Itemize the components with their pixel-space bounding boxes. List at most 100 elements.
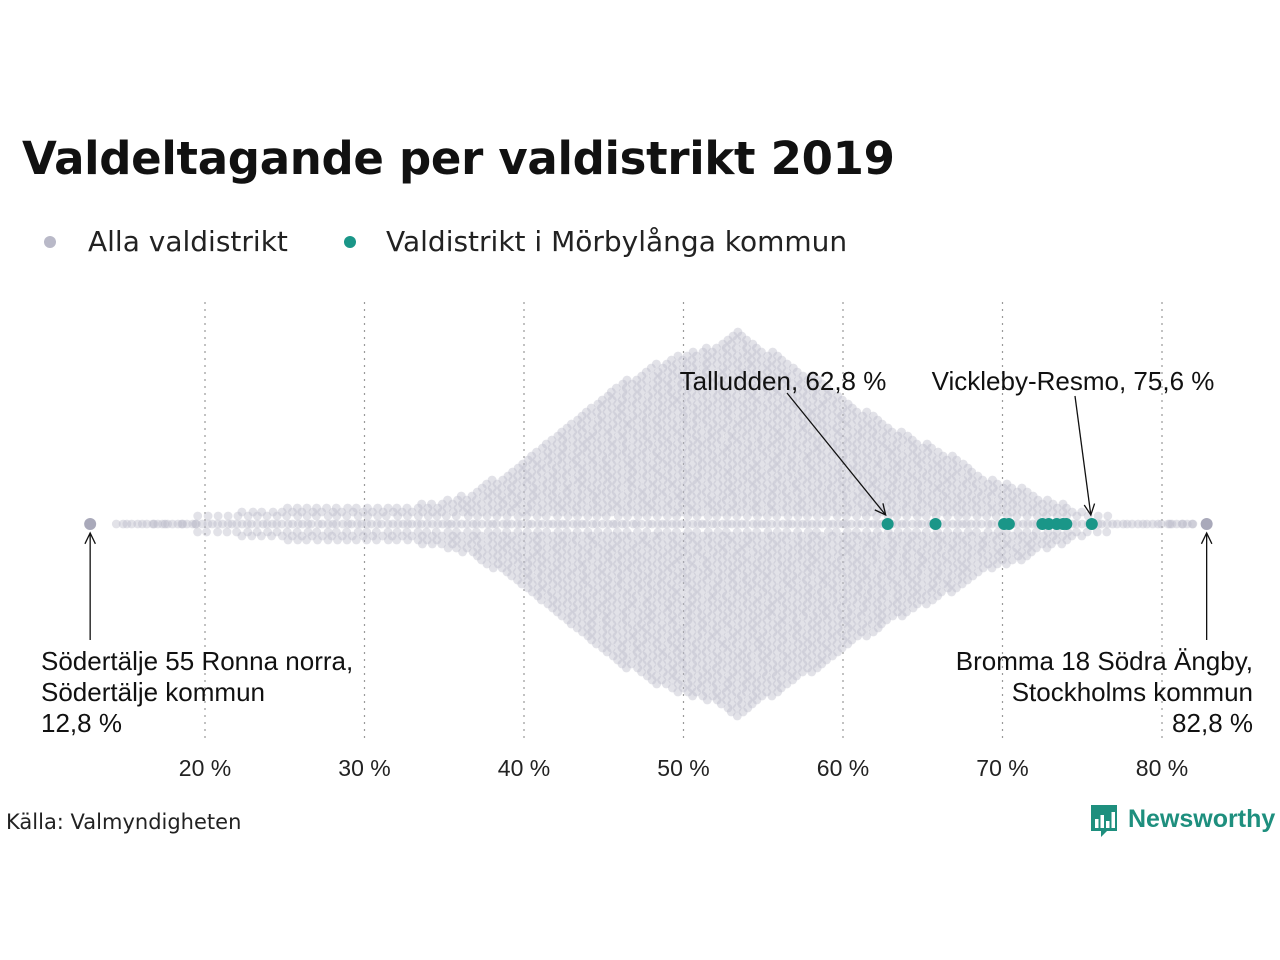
- swarm-point: [648, 451, 658, 461]
- swarm-point: [657, 411, 667, 421]
- swarm-point: [607, 403, 617, 413]
- swarm-point: [658, 651, 668, 661]
- swarm-point: [1187, 519, 1197, 529]
- swarm-point: [557, 603, 567, 613]
- swarm-point: [763, 511, 772, 521]
- swarm-point: [727, 643, 737, 653]
- swarm-point: [758, 427, 767, 437]
- swarm-point: [683, 607, 693, 617]
- swarm-point: [657, 619, 667, 629]
- swarm-point: [522, 527, 532, 537]
- swarm-point: [778, 611, 787, 621]
- swarm-point: [763, 407, 772, 417]
- legend-label-all: Alla valdistrikt: [88, 225, 288, 258]
- swarm-point: [456, 491, 466, 501]
- swarm-point: [697, 579, 707, 589]
- swarm-point: [232, 519, 242, 529]
- swarm-point: [632, 631, 641, 641]
- swarm-point: [622, 591, 632, 601]
- swarm-point: [583, 623, 593, 633]
- swarm-point: [638, 571, 648, 581]
- swarm-point: [747, 683, 757, 693]
- swarm-point: [713, 407, 722, 417]
- swarm-point: [737, 331, 747, 341]
- swarm-point: [502, 511, 512, 521]
- swarm-point: [742, 503, 752, 513]
- swarm-point: [753, 591, 763, 601]
- swarm-point: [752, 679, 761, 689]
- swarm-point: [732, 583, 742, 593]
- swarm-point: [582, 479, 591, 489]
- swarm-point: [577, 459, 587, 469]
- swarm-point: [648, 387, 658, 397]
- swarm-point: [678, 659, 687, 669]
- swarm-point: [553, 455, 563, 465]
- swarm-point: [752, 463, 761, 473]
- swarm-point: [718, 531, 728, 541]
- swarm-point: [478, 491, 488, 501]
- swarm-point: [687, 507, 697, 517]
- swarm-point: [632, 399, 641, 409]
- swarm-point: [432, 511, 442, 521]
- swarm-point: [476, 531, 486, 541]
- swarm-point: [643, 503, 653, 513]
- swarm-point: [742, 527, 752, 537]
- swarm-point: [763, 423, 773, 433]
- x-axis-ticks: 20 % 30 % 40 % 50 % 60 % 70 % 80 %: [179, 755, 1188, 781]
- swarm-point: [203, 511, 213, 521]
- swarm-point: [708, 483, 717, 493]
- swarm-point: [622, 551, 632, 561]
- swarm-point: [768, 459, 778, 469]
- swarm-point: [783, 623, 793, 633]
- swarm-point: [533, 567, 543, 577]
- swarm-point: [703, 399, 713, 409]
- swarm-point: [163, 519, 173, 529]
- swarm-point: [772, 607, 781, 617]
- swarm-point: [568, 443, 578, 453]
- swarm-point: [723, 471, 733, 481]
- swarm-point: [713, 599, 723, 609]
- swarm-point: [578, 443, 588, 453]
- swarm-point: [328, 519, 338, 529]
- swarm-point: [732, 391, 742, 401]
- swarm-point: [698, 619, 707, 629]
- swarm-point: [627, 459, 637, 469]
- swarm-point: [562, 551, 572, 561]
- swarm-point: [732, 575, 742, 585]
- swarm-point: [663, 391, 673, 401]
- swarm-point: [697, 539, 707, 549]
- x-tick-label: 30 %: [338, 755, 390, 781]
- swarm-point: [738, 595, 748, 605]
- swarm-point: [507, 571, 517, 581]
- swarm-point: [633, 503, 642, 513]
- swarm-point: [738, 635, 748, 645]
- swarm-point: [613, 415, 622, 425]
- swarm-point: [712, 591, 721, 601]
- swarm-point: [756, 635, 766, 645]
- swarm-point: [558, 507, 567, 517]
- swarm-point: [697, 675, 707, 685]
- swarm-point: [712, 495, 722, 505]
- swarm-point: [727, 339, 736, 349]
- swarm-point: [542, 479, 552, 489]
- swarm-point: [302, 511, 312, 521]
- swarm-point: [688, 363, 697, 373]
- swarm-point: [723, 607, 733, 617]
- swarm-point: [517, 519, 527, 529]
- swarm-point: [737, 363, 747, 373]
- swarm-point: [663, 567, 673, 577]
- swarm-point: [497, 483, 507, 493]
- swarm-point: [721, 639, 731, 649]
- swarm-point: [673, 679, 683, 689]
- swarm-point: [778, 419, 788, 429]
- swarm-point: [712, 359, 722, 369]
- swarm-point: [753, 431, 763, 441]
- swarm-point: [703, 583, 712, 593]
- swarm-point: [697, 467, 707, 477]
- swarm-point: [552, 599, 562, 609]
- swarm-point: [373, 511, 383, 521]
- swarm-point: [752, 383, 761, 393]
- swarm-point: [588, 563, 598, 573]
- swarm-point: [592, 623, 601, 633]
- swarm-point: [497, 507, 506, 517]
